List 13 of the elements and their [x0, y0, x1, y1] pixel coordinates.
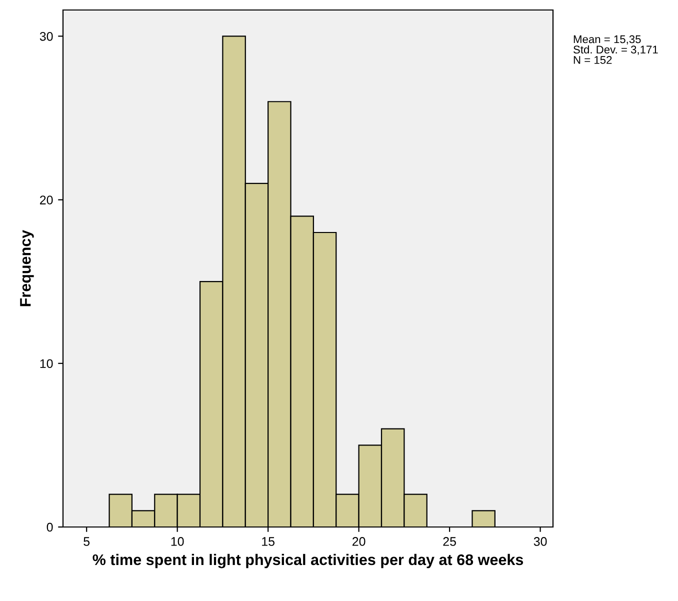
x-tick-label: 25 — [443, 537, 456, 546]
x-axis-title: % time spent in light physical activities per day at 68 weeks — [92, 554, 524, 568]
y-tick-label: 0 — [46, 522, 53, 532]
x-tick-label: 30 — [534, 537, 547, 546]
x-tick-label: 5 — [84, 537, 90, 546]
x-tick-label: 10 — [171, 537, 184, 546]
y-axis-title: Frequency — [20, 230, 34, 306]
x-tick-label: 15 — [262, 537, 275, 546]
y-tick-label: 30 — [40, 32, 53, 41]
y-tick-label: 10 — [40, 359, 53, 368]
y-tick-label: 20 — [40, 196, 53, 204]
x-tick-label: 20 — [352, 537, 366, 546]
text: Mean = 15,35 Std. Dev. = 3,171 N = 152 — [574, 35, 658, 64]
